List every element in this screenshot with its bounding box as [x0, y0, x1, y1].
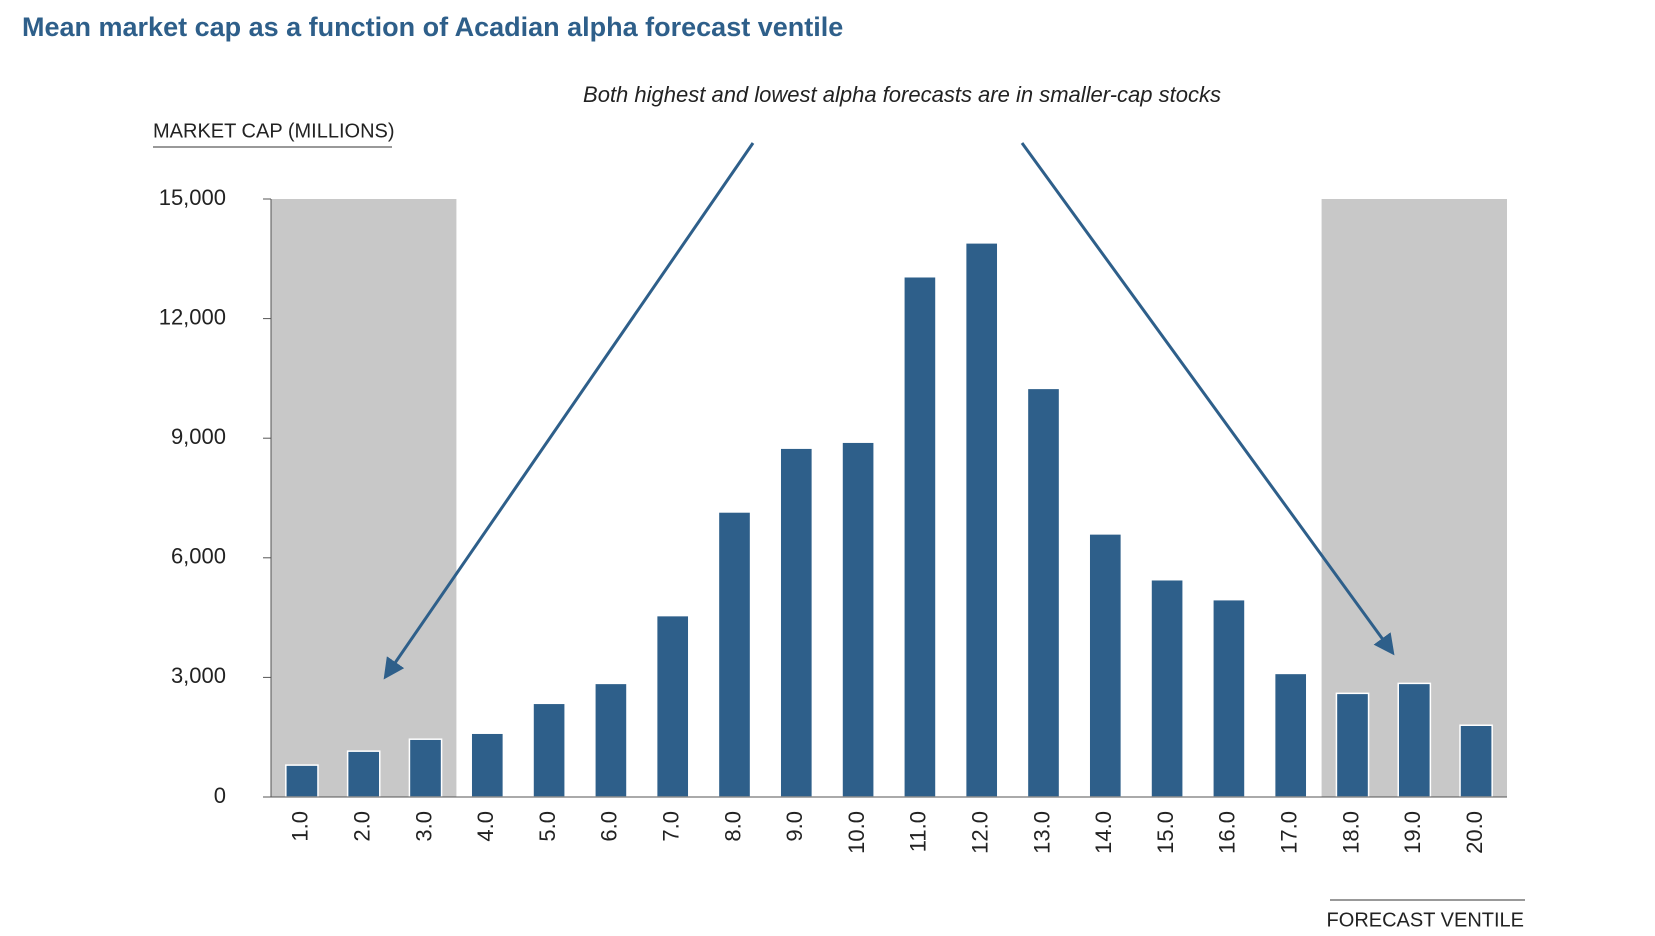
bar: [841, 441, 875, 798]
arrow: [1020, 142, 1395, 656]
bar: [1335, 692, 1370, 798]
x-tick-label: 10.0: [844, 811, 869, 854]
x-tick-label: 3.0: [411, 811, 436, 842]
x-tick-label: 9.0: [782, 811, 807, 842]
bar: [594, 682, 628, 798]
x-tick-label: 6.0: [597, 811, 622, 842]
y-tick-label: 0: [214, 783, 226, 808]
x-tick-label: 8.0: [720, 811, 745, 842]
x-tick-label: 19.0: [1400, 811, 1425, 854]
x-tick-label: 20.0: [1462, 811, 1487, 854]
bar: [1150, 578, 1184, 798]
y-axis-label: MARKET CAP (MILLIONS): [153, 120, 395, 142]
arrow: [383, 142, 755, 680]
x-tick-label: 4.0: [473, 811, 498, 842]
bar: [779, 447, 814, 798]
bar: [470, 732, 505, 798]
bar: [903, 275, 937, 798]
highlight-bands: [271, 199, 1507, 797]
bar: [1212, 598, 1246, 798]
bar: [1273, 672, 1308, 798]
x-tick-label: 18.0: [1338, 811, 1363, 854]
bar: [1026, 387, 1061, 798]
x-tick-label: 15.0: [1153, 811, 1178, 854]
bar: [532, 702, 566, 798]
highlight-band: [271, 199, 457, 797]
bar: [285, 764, 319, 798]
x-tick-label: 14.0: [1091, 811, 1116, 854]
bar: [1088, 533, 1123, 798]
x-tick-label: 12.0: [968, 811, 993, 854]
y-tick-label: 3,000: [171, 663, 226, 688]
x-tick-label: 2.0: [350, 811, 375, 842]
x-tick-label: 11.0: [906, 811, 931, 852]
x-tick-label: 7.0: [659, 811, 684, 842]
bar: [655, 614, 690, 798]
x-tick-label: 16.0: [1215, 811, 1240, 854]
x-tick-label: 1.0: [288, 811, 313, 842]
x-axis-label: FORECAST VENTILE: [1327, 909, 1524, 931]
bar: [717, 511, 752, 798]
bar: [964, 242, 999, 798]
chart-title: Mean market cap as a function of Acadian…: [22, 12, 843, 42]
y-tick-label: 6,000: [171, 544, 226, 569]
x-tick-label: 5.0: [535, 811, 560, 842]
y-tick-label: 15,000: [159, 185, 226, 210]
y-tick-label: 12,000: [159, 304, 226, 329]
bar: [1459, 724, 1493, 798]
bar: [1397, 682, 1432, 798]
x-tick-label: 13.0: [1029, 811, 1054, 854]
bar: [408, 738, 443, 798]
x-tick-label: 17.0: [1277, 811, 1302, 854]
bar: [346, 750, 381, 798]
annotation: Both highest and lowest alpha forecasts …: [583, 82, 1221, 107]
y-tick-label: 9,000: [171, 424, 226, 449]
